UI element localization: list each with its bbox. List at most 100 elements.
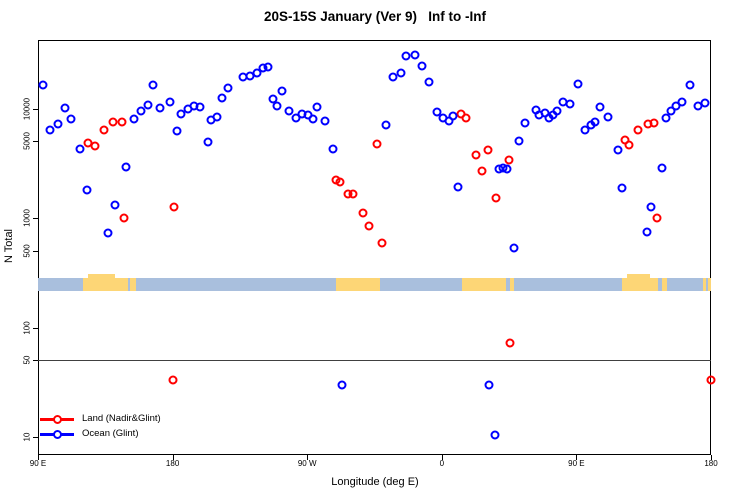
data-point-ocean xyxy=(642,227,652,237)
y-tick-label: 5000 xyxy=(22,132,32,151)
y-tick-label: 500 xyxy=(22,244,32,258)
data-point-land xyxy=(348,189,357,199)
map-strip-land-bump xyxy=(626,274,650,278)
data-point-ocean xyxy=(484,380,494,390)
data-point-ocean xyxy=(328,144,338,154)
data-point-land xyxy=(108,117,118,127)
map-strip-land-patch xyxy=(509,278,515,291)
data-point-ocean xyxy=(661,113,671,123)
data-point-ocean xyxy=(60,103,70,113)
map-strip-land-patch xyxy=(461,278,507,291)
map-strip-land-patch xyxy=(129,278,136,291)
ocean-marker-icon xyxy=(53,430,62,439)
data-point-ocean xyxy=(148,80,158,90)
map-strip-land-patch xyxy=(336,278,381,291)
data-point-ocean xyxy=(110,200,120,210)
data-point-land xyxy=(168,375,178,385)
data-point-ocean xyxy=(223,83,233,93)
data-point-land xyxy=(624,140,634,150)
y-tick-label: 1000 xyxy=(22,209,32,227)
data-point-ocean xyxy=(603,112,612,122)
map-strip-land-patch xyxy=(707,278,711,291)
x-tick xyxy=(307,455,309,460)
data-point-ocean xyxy=(580,125,590,135)
map-strip-land-bump xyxy=(87,274,115,278)
data-point-ocean xyxy=(82,185,92,195)
data-point-ocean xyxy=(284,106,294,116)
data-point-ocean xyxy=(424,77,434,87)
data-point-ocean xyxy=(671,101,681,111)
x-tick-label: 90 E xyxy=(568,459,585,468)
x-tick-label: 90 E xyxy=(29,459,47,468)
data-point-ocean xyxy=(595,102,605,112)
data-point-ocean xyxy=(448,111,458,121)
data-point-ocean xyxy=(565,99,575,109)
data-point-ocean xyxy=(552,106,561,116)
y-tick xyxy=(33,360,38,362)
data-point-ocean xyxy=(337,380,347,390)
data-point-ocean xyxy=(417,61,427,71)
data-point-land xyxy=(706,375,716,385)
map-strip-land-patch xyxy=(82,278,129,291)
legend-label-ocean: Ocean (Glint) xyxy=(82,428,139,439)
data-point-ocean xyxy=(401,51,411,61)
data-point-ocean xyxy=(176,109,186,118)
y-tick xyxy=(33,141,38,143)
data-point-ocean xyxy=(396,68,406,78)
data-point-ocean xyxy=(657,163,667,173)
data-point-ocean xyxy=(509,243,519,253)
map-strip-land-patch xyxy=(702,278,706,291)
data-point-ocean xyxy=(53,119,63,129)
data-point-ocean xyxy=(514,136,524,146)
data-point-ocean xyxy=(38,80,48,90)
data-point-ocean xyxy=(617,183,627,193)
data-point-land xyxy=(169,202,179,212)
y-tick-label: 100 xyxy=(22,320,32,335)
y-tick-label: 10 xyxy=(22,432,32,442)
x-tick-label: 0 xyxy=(439,459,445,468)
y-axis-label: N Total xyxy=(3,228,15,264)
data-point-land xyxy=(504,155,514,165)
data-point-ocean xyxy=(381,120,391,130)
x-tick xyxy=(172,455,174,460)
data-point-land xyxy=(358,208,368,218)
data-point-ocean xyxy=(121,162,131,172)
y-tick-label: 10000 xyxy=(22,97,32,120)
legend-label-land: Land (Nadir&Glint) xyxy=(82,413,161,424)
reference-line xyxy=(38,360,711,362)
data-point-ocean xyxy=(432,107,442,117)
y-tick-label: 50 xyxy=(22,356,32,365)
data-point-ocean xyxy=(490,430,500,440)
data-point-ocean xyxy=(700,98,710,108)
data-point-land xyxy=(117,117,127,127)
data-point-ocean xyxy=(590,117,600,127)
x-axis-label: Longitude (deg E) xyxy=(331,476,419,488)
data-point-ocean xyxy=(263,62,273,72)
data-point-land xyxy=(372,139,382,149)
data-point-land xyxy=(483,145,493,155)
data-point-land xyxy=(364,221,374,231)
x-tick xyxy=(711,455,712,460)
data-point-land xyxy=(633,125,643,135)
data-point-ocean xyxy=(308,114,318,124)
x-tick-label: 90 W xyxy=(297,459,317,468)
data-point-ocean xyxy=(129,114,139,124)
y-tick xyxy=(33,327,38,329)
y-tick xyxy=(33,218,38,219)
data-point-ocean xyxy=(195,102,205,112)
x-tick xyxy=(576,455,578,460)
data-point-land xyxy=(119,213,129,223)
land-marker-icon xyxy=(53,415,62,424)
data-point-ocean xyxy=(573,79,583,89)
data-point-ocean xyxy=(312,102,322,112)
data-point-ocean xyxy=(172,126,182,136)
data-point-ocean xyxy=(66,114,76,124)
data-point-ocean xyxy=(677,97,687,107)
data-point-ocean xyxy=(685,80,695,90)
x-tick-label: 180 xyxy=(704,459,718,468)
y-tick xyxy=(33,250,38,252)
map-strip-land-patch xyxy=(661,278,667,291)
data-point-ocean xyxy=(502,164,512,174)
data-point-land xyxy=(505,338,515,348)
